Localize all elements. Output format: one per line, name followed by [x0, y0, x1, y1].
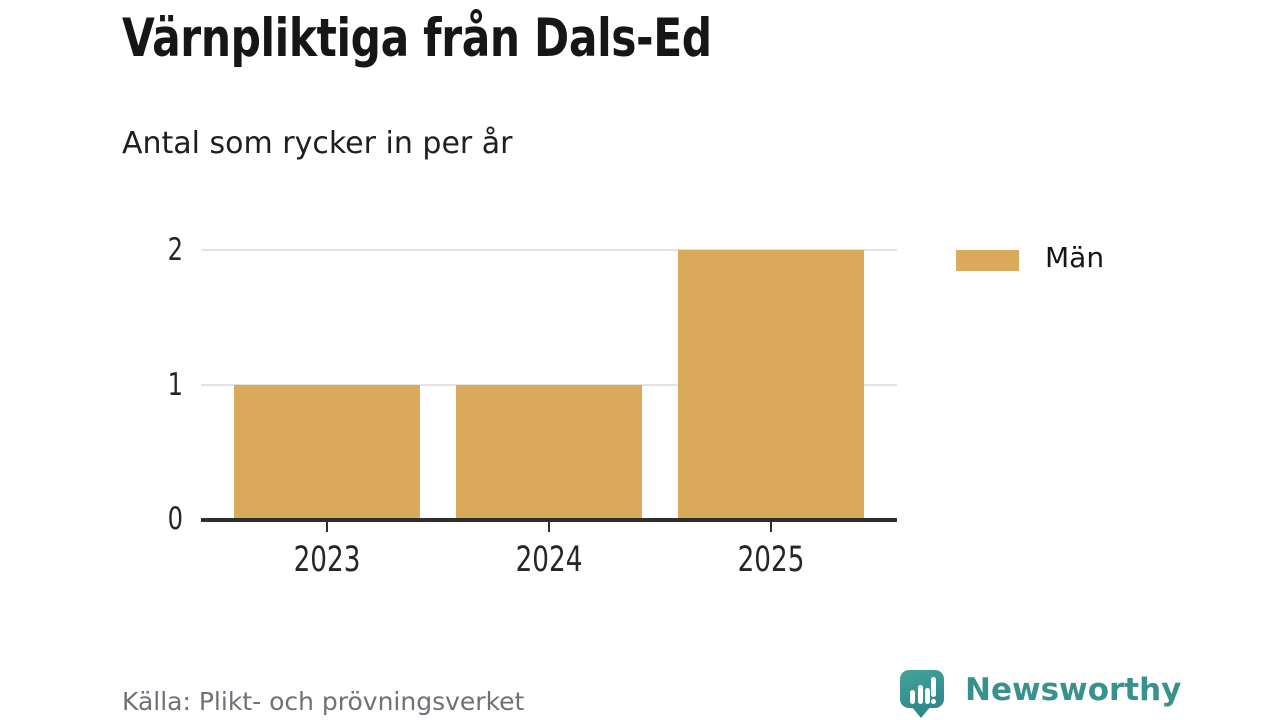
chart-title: Värnpliktiga från Dals-Ed [122, 8, 712, 69]
x-tick-2023 [326, 521, 328, 532]
logo-chart-bar-2 [918, 685, 923, 704]
newsworthy-logo-text: Newsworthy [965, 672, 1182, 708]
y-axis-label-2: 2 [167, 232, 183, 268]
y-axis-label-1: 1 [167, 366, 183, 403]
logo-exclamation-dot [931, 699, 936, 704]
logo-chart-bar-3 [925, 688, 930, 704]
y-axis-label-0: 0 [167, 501, 183, 537]
x-axis-label-2023: 2023 [293, 540, 361, 580]
bar-2025 [678, 250, 864, 519]
legend: Män [956, 241, 1104, 274]
newsworthy-logo-icon [900, 666, 944, 718]
bar-2023 [234, 384, 420, 519]
bar-2024 [456, 384, 642, 519]
x-tick-2024 [548, 521, 550, 532]
speech-bubble-tail [911, 706, 931, 718]
legend-label-man: Män [1045, 241, 1105, 274]
x-axis-line [201, 518, 897, 522]
legend-swatch-man [956, 250, 1019, 271]
x-axis-label-2025: 2025 [737, 540, 805, 580]
chart-subtitle: Antal som rycker in per år [122, 126, 513, 161]
source-caption: Källa: Plikt- och prövningsverket [122, 687, 525, 716]
newsworthy-logo: Newsworthy [900, 666, 1181, 718]
logo-exclamation-stroke [931, 677, 936, 697]
gridline-y-2 [201, 249, 897, 251]
x-axis-label-2024: 2024 [515, 540, 583, 580]
x-tick-2025 [770, 521, 772, 532]
logo-chart-bar-1 [910, 690, 915, 704]
